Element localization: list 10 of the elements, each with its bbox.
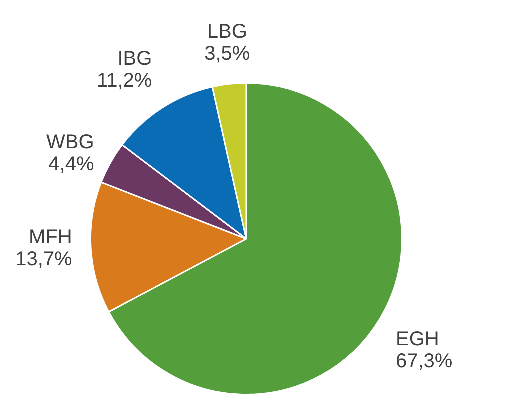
data-label: 13,7% — [16, 248, 73, 271]
slice-label: IBG — [118, 48, 152, 70]
data-label: 11,2% — [96, 70, 152, 92]
slice-label: MFH — [29, 226, 72, 249]
data-label: 4,4% — [48, 153, 94, 176]
data-label: 3,5% — [204, 43, 250, 66]
slice-label: LBG — [207, 21, 248, 44]
slice-label: EGH — [396, 328, 440, 350]
slice-label: WBG — [46, 131, 94, 154]
data-label: 67,3% — [396, 350, 453, 372]
